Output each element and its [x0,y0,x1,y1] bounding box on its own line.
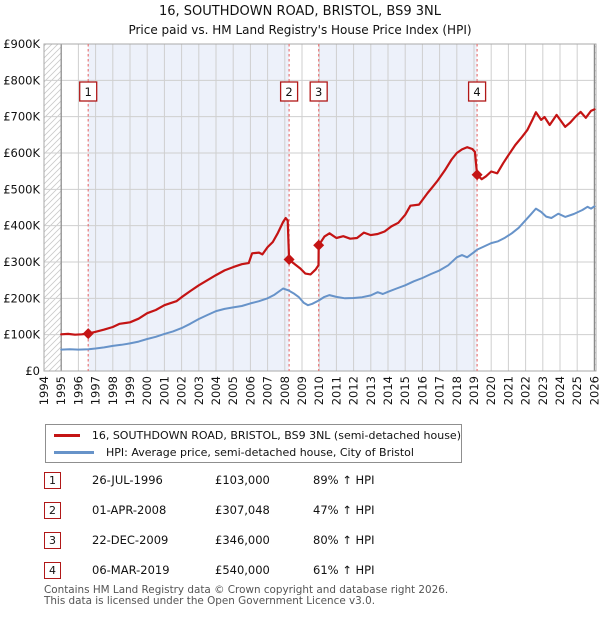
x-tick-label: 2002 [175,376,189,405]
legend-label: 16, SOUTHDOWN ROAD, BRISTOL, BS9 3NL (se… [91,428,461,442]
sale-hpi-delta: 47% ↑ HPI [313,503,375,517]
x-tick-label: 2009 [295,376,309,405]
x-tick-label: 1998 [106,376,120,405]
sale-number-badge: 2 [44,501,61,519]
x-tick-label: 2003 [192,376,206,405]
x-tick-label: 2008 [278,376,292,405]
series-hpi-average [60,205,596,351]
table-row: 3 22-DEC-2009 £346,000 80% ↑ HPI [44,531,564,549]
sale-hpi-delta: 80% ↑ HPI [313,533,375,547]
x-tick-label: 2010 [312,376,326,405]
price-paid-line-swatch [54,433,80,437]
x-tick-label: 2011 [329,376,343,405]
legend: 16, SOUTHDOWN ROAD, BRISTOL, BS9 3NL (se… [45,424,462,463]
price-history-chart: 1 2 3 4 £0 £100K £200K £300K £400K £500K £600K £700… [3,37,600,405]
sale-price: £346,000 [215,533,270,547]
sale-number-badge: 1 [44,471,61,489]
chart-title: 16, SOUTHDOWN ROAD, BRISTOL, BS9 3NL [159,4,441,19]
sale-date: 26-JUL-1996 [92,473,163,487]
y-tick-label: £200K [3,291,40,305]
x-tick-label: 2000 [140,376,154,405]
x-tick-label: 1995 [54,376,68,405]
x-tick-label: 2023 [536,376,550,405]
y-tick-label: £100K [3,328,40,342]
hpi-line-swatch [54,450,94,454]
y-tick-label: £600K [3,146,40,160]
x-tick-label: 2018 [450,376,464,405]
sale-hpi-delta: 89% ↑ HPI [313,473,375,487]
x-tick-label: 2005 [226,376,240,405]
sale-number-label: 2 [285,85,292,99]
legend-label: HPI: Average price, semi-detached house,… [106,445,414,459]
sale-number-label: 1 [85,85,92,99]
table-row: 4 06-MAR-2019 £540,000 61% ↑ HPI [44,561,564,579]
sale-date: 06-MAR-2019 [92,563,170,577]
sale-number-label: 3 [315,85,322,99]
legend-item-price-paid: 16, SOUTHDOWN ROAD, BRISTOL, BS9 3NL (se… [46,428,461,442]
x-tick-label: 2024 [553,376,567,405]
footer-copyright: Contains HM Land Registry data © Crown c… [44,584,449,596]
sale-price: £307,048 [215,503,270,517]
x-tick-label: 1994 [37,376,51,405]
y-tick-label: £300K [3,255,40,269]
x-tick-label: 2007 [261,376,275,405]
series-price-paid [60,108,596,336]
x-tick-label: 2026 [587,376,600,405]
sale-marker-1 [82,328,94,340]
x-tick-label: 2016 [415,376,429,405]
sale-price: £103,000 [215,473,270,487]
table-row: 2 01-APR-2008 £307,048 47% ↑ HPI [44,501,564,519]
footer-licence: This data is licensed under the Open Gov… [44,594,376,607]
x-tick-label: 2015 [398,376,412,405]
x-tick-label: 2013 [364,376,378,405]
table-row: 1 26-JUL-1996 £103,000 89% ↑ HPI [44,471,564,489]
x-tick-label: 2017 [433,376,447,405]
y-tick-label: £900K [3,37,40,51]
sale-marker-2 [283,253,295,265]
x-tick-label: 2020 [484,376,498,405]
y-tick-label: £0 [25,364,40,378]
sale-marker-4 [471,169,483,181]
x-tick-label: 2021 [501,376,515,405]
sale-date: 22-DEC-2009 [92,533,169,547]
x-tick-label: 1997 [89,376,103,405]
x-tick-label: 2014 [381,376,395,405]
x-tick-label: 2012 [347,376,361,405]
y-tick-label: £500K [3,182,40,196]
x-tick-label: 2019 [467,376,481,405]
chart-subtitle: Price paid vs. HM Land Registry's House … [128,23,472,37]
y-tick-label: £800K [3,73,40,87]
x-tick-label: 2025 [570,376,584,405]
legend-item-hpi: HPI: Average price, semi-detached house,… [46,445,461,459]
x-tick-label: 2006 [243,376,257,405]
x-tick-label: 2022 [519,376,533,405]
sale-number-badge: 3 [44,531,61,549]
footer: Contains HM Land Registry data © Crown c… [44,585,448,606]
sale-date: 01-APR-2008 [92,503,167,517]
x-tick-label: 1999 [123,376,137,405]
x-tick-label: 2001 [157,376,171,405]
sale-price: £540,000 [215,563,270,577]
sale-marker-3 [313,239,325,251]
sale-number-badge: 4 [44,561,61,579]
x-tick-label: 1996 [71,376,85,405]
x-tick-label: 2004 [209,376,223,405]
y-tick-label: £700K [3,110,40,124]
sale-number-label: 4 [473,85,480,99]
y-tick-label: £400K [3,219,40,233]
sale-hpi-delta: 61% ↑ HPI [313,563,375,577]
